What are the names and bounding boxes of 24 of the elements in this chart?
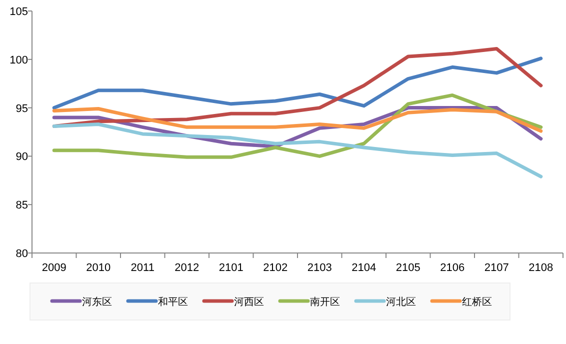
x-tick-label: 2012 bbox=[174, 262, 200, 274]
x-tick-label: 2108 bbox=[528, 262, 554, 274]
y-tick-label: 105 bbox=[10, 6, 28, 18]
legend-label: 南开区 bbox=[310, 296, 340, 308]
y-tick-label: 100 bbox=[10, 54, 28, 66]
y-tick-label: 85 bbox=[16, 200, 28, 212]
x-tick-label: 2101 bbox=[218, 262, 244, 274]
y-tick-label: 90 bbox=[16, 151, 28, 164]
x-tick-label: 2011 bbox=[130, 262, 154, 274]
x-tick-label: 2009 bbox=[42, 262, 66, 274]
legend-label: 河北区 bbox=[386, 296, 416, 308]
y-tick-label: 80 bbox=[16, 248, 28, 260]
legend-label: 河西区 bbox=[234, 296, 264, 308]
x-tick-label: 2107 bbox=[484, 262, 509, 274]
x-tick-label: 2010 bbox=[86, 262, 111, 274]
y-tick-label: 95 bbox=[16, 102, 28, 115]
x-tick-label: 2105 bbox=[396, 262, 420, 274]
x-tick-label: 2103 bbox=[307, 262, 332, 274]
legend-label: 和平区 bbox=[158, 296, 188, 308]
x-tick-label: 2106 bbox=[440, 262, 465, 274]
legend-label: 河东区 bbox=[82, 296, 112, 308]
x-tick-label: 2102 bbox=[263, 262, 288, 274]
x-tick-label: 2104 bbox=[352, 262, 376, 274]
legend-label: 红桥区 bbox=[462, 296, 492, 308]
